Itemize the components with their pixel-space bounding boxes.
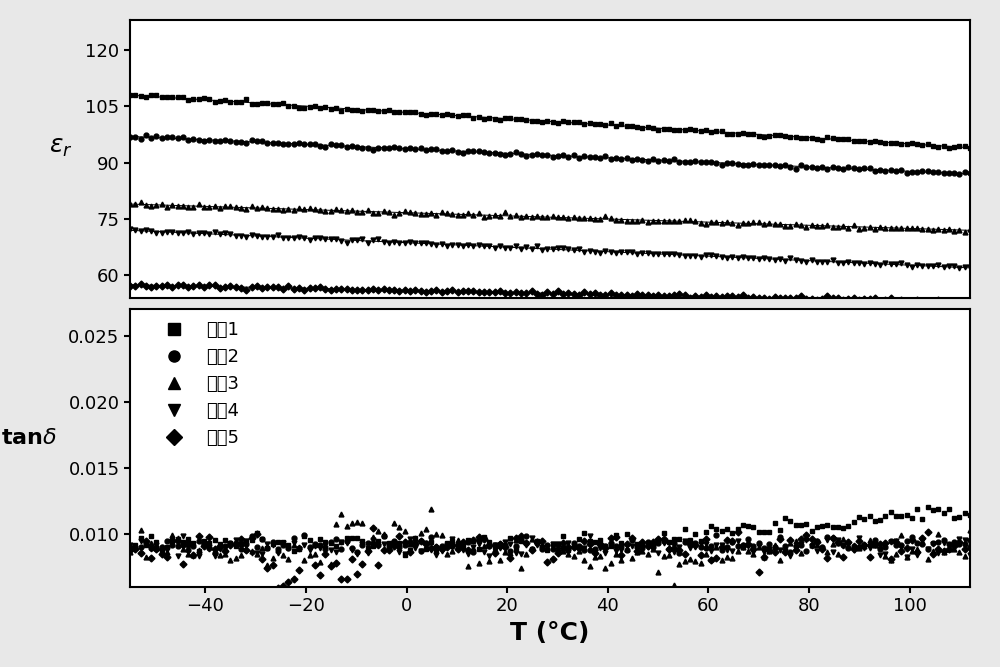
Legend: 实施1, 实施2, 实施3, 实施4, 实施5: 实施1, 实施2, 实施3, 实施4, 实施5 xyxy=(156,321,239,447)
Y-axis label: tan$\delta$: tan$\delta$ xyxy=(1,428,57,448)
X-axis label: T (°C): T (°C) xyxy=(510,621,590,645)
Y-axis label: $\varepsilon_r$: $\varepsilon_r$ xyxy=(49,135,72,159)
